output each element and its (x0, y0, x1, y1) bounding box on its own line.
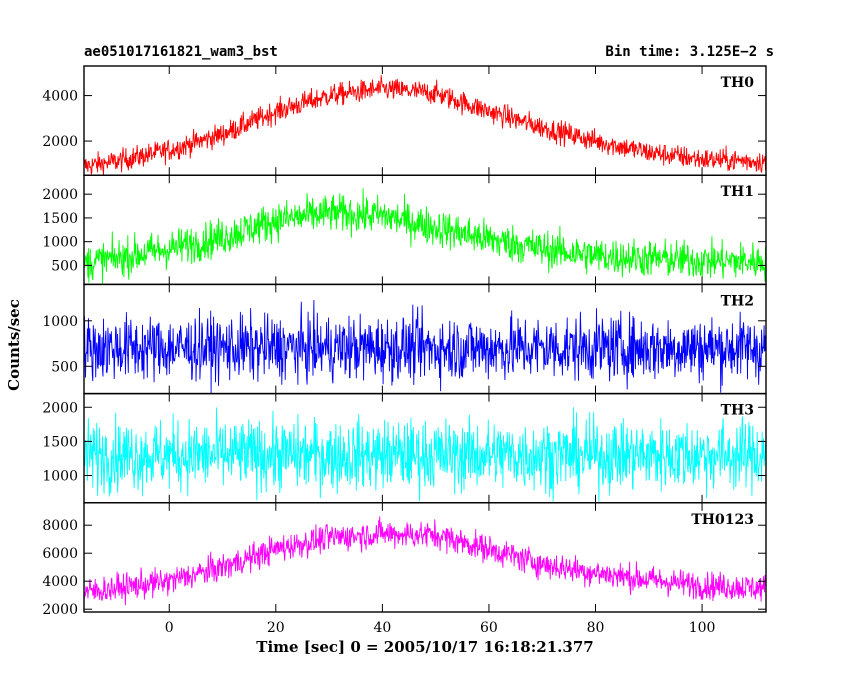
th0-y-tick-label: 2000 (42, 134, 78, 150)
th3-y-tick-label: 1500 (42, 434, 78, 450)
th1-panel-label: TH1 (721, 184, 754, 200)
th1-y-tick-label: 500 (51, 258, 78, 274)
th2-y-tick-label: 1000 (42, 314, 78, 330)
x-axis-label: Time [sec] 0 = 2005/10/17 16:18:21.377 (256, 638, 594, 656)
x-tick-label: 40 (373, 620, 391, 636)
th3-y-tick-label: 1000 (42, 469, 78, 485)
chart-title: ae051017161821_wam3_bst (84, 44, 278, 60)
bin-time-label: Bin time: 3.125E−2 s (605, 44, 774, 60)
th0-panel-label: TH0 (721, 75, 755, 91)
th2-panel-label: TH2 (721, 293, 754, 309)
th1-series (83, 188, 767, 285)
th0123-frame (83, 502, 767, 613)
x-tick-label: 100 (689, 620, 716, 636)
th3-y-tick-label: 2000 (42, 400, 78, 416)
th0123-series (83, 516, 767, 606)
th0123-y-tick-label: 2000 (42, 602, 78, 618)
th1-y-tick-label: 1000 (42, 235, 78, 251)
x-tick-label: 0 (165, 620, 174, 636)
th2-y-tick-label: 500 (51, 359, 78, 375)
th3-series (83, 407, 767, 502)
x-tick-label: 80 (587, 620, 605, 636)
th0-series (83, 75, 767, 176)
th0123-y-tick-label: 6000 (42, 546, 78, 562)
x-tick-label: 20 (267, 620, 285, 636)
th0123-y-tick-label: 4000 (42, 574, 78, 590)
y-axis-label: Counts/sec (5, 299, 23, 391)
th2-series (83, 299, 767, 394)
th0123-panel-label: TH0123 (691, 512, 754, 528)
th0123-y-tick-label: 8000 (42, 518, 78, 534)
th1-y-tick-label: 2000 (42, 187, 78, 203)
th1-y-tick-label: 1500 (42, 211, 78, 227)
th3-panel-label: TH3 (721, 403, 754, 419)
x-tick-label: 60 (480, 620, 498, 636)
th0-y-tick-label: 4000 (42, 89, 78, 105)
